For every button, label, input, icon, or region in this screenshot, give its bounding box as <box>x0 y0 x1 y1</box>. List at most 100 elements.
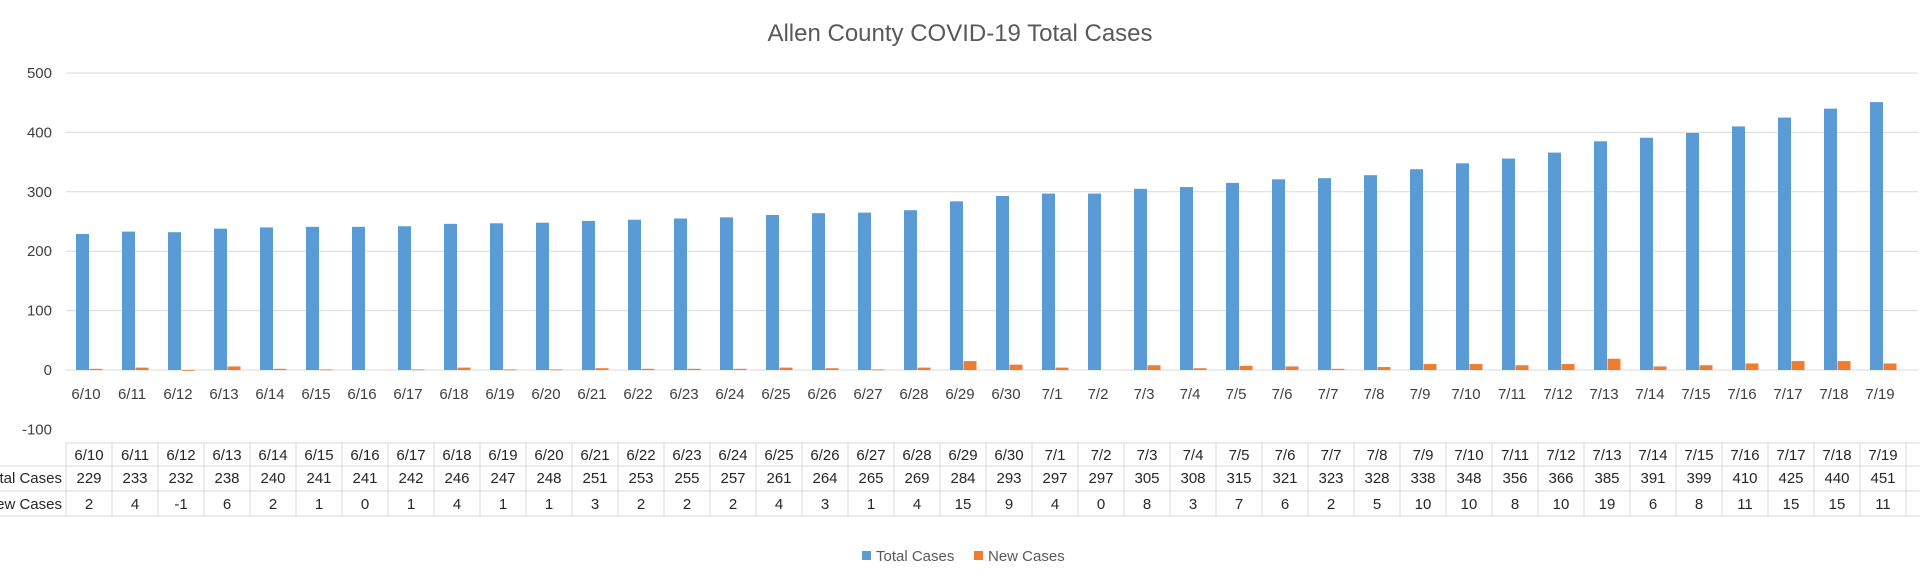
bar-total-cases <box>76 233 89 370</box>
table-cell-new-cases: 5 <box>1373 496 1381 513</box>
table-cell-new-cases: 6 <box>1281 496 1289 513</box>
table-cell-new-cases: 2 <box>85 496 93 513</box>
table-header-cell: 7/11 <box>1501 447 1529 464</box>
x-axis-labels: 6/10 6/11 6/12 6/13 6/14 6/15 6/16 6/17 6/18 6/19… <box>71 386 1894 403</box>
table-cell-total-cases: 321 <box>1272 470 1297 487</box>
table-cell-new-cases: 7 <box>1235 496 1243 513</box>
table-cell-total-cases: 241 <box>306 470 331 487</box>
table-cell-total-cases: 348 <box>1456 470 1481 487</box>
table-cell-total-cases: 242 <box>398 470 423 487</box>
table-header-cell: 7/16 <box>1730 447 1759 464</box>
bar-new-cases <box>1561 364 1575 370</box>
bar-total-cases <box>904 210 917 370</box>
bar-total-cases <box>214 228 227 370</box>
table-cell-total-cases: 269 <box>904 470 929 487</box>
bar-total-cases <box>444 223 457 370</box>
table-cell-new-cases: 4 <box>453 496 461 513</box>
table-cell-total-cases: 240 <box>260 470 285 487</box>
bar-total-cases <box>1088 193 1101 370</box>
bar-total-cases <box>1548 152 1561 370</box>
table-header-cell: 7/8 <box>1367 447 1388 464</box>
bar-total-cases <box>1272 179 1285 370</box>
bar-total-cases <box>1180 187 1193 370</box>
table-cell-new-cases: -1 <box>174 496 187 513</box>
bar-new-cases <box>641 368 655 370</box>
table-cell-total-cases: 305 <box>1134 470 1159 487</box>
table-cell-total-cases: 264 <box>812 470 837 487</box>
x-tick-label: 7/4 <box>1180 386 1201 403</box>
table-cell-new-cases: 15 <box>1829 496 1846 513</box>
x-tick-label: 7/11 <box>1498 386 1526 403</box>
bar-total-cases <box>766 214 779 370</box>
bar-new-cases <box>1239 365 1253 370</box>
table-cell-total-cases: 251 <box>582 470 607 487</box>
table-header-cell: 7/5 <box>1229 447 1250 464</box>
table-header-cell: 7/14 <box>1638 447 1667 464</box>
x-tick-label: 6/16 <box>347 386 376 403</box>
table-header-cell: 6/16 <box>350 447 379 464</box>
gridlines <box>66 72 1918 371</box>
bar-total-cases <box>1594 141 1607 370</box>
bar-total-cases <box>1870 102 1883 370</box>
x-tick-label: 7/3 <box>1134 386 1155 403</box>
bar-total-cases <box>1134 188 1147 370</box>
bar-new-cases <box>503 369 517 371</box>
table-row-label-total-cases: Total Cases <box>0 470 62 487</box>
table-cell-new-cases: 1 <box>867 496 875 513</box>
x-tick-label: 7/10 <box>1451 386 1480 403</box>
table-cell-new-cases: 0 <box>361 496 369 513</box>
x-tick-label: 7/2 <box>1088 386 1109 403</box>
legend-swatch-new-cases <box>974 551 983 560</box>
x-tick-label: 7/16 <box>1727 386 1756 403</box>
table-header-cell: 7/10 <box>1454 447 1483 464</box>
x-tick-label: 6/29 <box>945 386 974 403</box>
table-cell-new-cases: 2 <box>637 496 645 513</box>
bar-new-cases <box>871 369 885 371</box>
bar-total-cases <box>1364 175 1377 370</box>
bar-total-cases <box>352 226 365 370</box>
table-header-cell: 6/17 <box>396 447 425 464</box>
bar-total-cases <box>168 232 181 370</box>
bar-total-cases <box>1686 132 1699 370</box>
y-tick-label: 300 <box>27 184 52 201</box>
table-header-cell: 6/29 <box>948 447 977 464</box>
bar-total-cases <box>720 217 733 370</box>
bar-new-cases <box>1607 358 1621 370</box>
table-cell-total-cases: 356 <box>1502 470 1527 487</box>
table-cell-total-cases: 391 <box>1640 470 1665 487</box>
bar-new-cases <box>1883 363 1897 370</box>
bar-total-cases <box>1318 178 1331 370</box>
bar-new-cases <box>457 367 471 370</box>
y-tick-label: 0 <box>44 362 52 379</box>
table-cell-total-cases: 440 <box>1824 470 1849 487</box>
bar-new-cases <box>181 370 195 371</box>
table-cell-new-cases: 6 <box>223 496 231 513</box>
x-tick-label: 7/6 <box>1272 386 1293 403</box>
table-cell-total-cases: 297 <box>1042 470 1067 487</box>
table-cell-new-cases: 3 <box>1189 496 1197 513</box>
x-tick-label: 6/26 <box>807 386 836 403</box>
table-header-cell: 6/13 <box>212 447 241 464</box>
bar-new-cases <box>227 366 241 370</box>
bar-new-cases <box>1837 361 1851 370</box>
bar-total-cases <box>1456 163 1469 370</box>
table-cell-total-cases: 328 <box>1364 470 1389 487</box>
bar-new-cases <box>595 368 609 370</box>
x-tick-label: 7/7 <box>1318 386 1339 403</box>
table-cell-total-cases: 241 <box>352 470 377 487</box>
table-cell-total-cases: 233 <box>122 470 147 487</box>
bar-new-cases <box>411 369 425 371</box>
table-cell-total-cases: 323 <box>1318 470 1343 487</box>
bar-new-cases <box>1193 368 1207 370</box>
bar-total-cases <box>674 218 687 370</box>
bar-new-cases <box>549 369 563 371</box>
bar-new-cases <box>733 368 747 370</box>
bar-new-cases <box>1653 366 1667 370</box>
bar-total-cases <box>306 226 319 370</box>
table-cell-total-cases: 297 <box>1088 470 1113 487</box>
table-header-cell: 6/12 <box>166 447 195 464</box>
x-tick-label: 6/27 <box>853 386 882 403</box>
bar-new-cases <box>1055 367 1069 370</box>
table-header-cell: 6/28 <box>902 447 931 464</box>
table-cell-new-cases: 19 <box>1599 496 1616 513</box>
